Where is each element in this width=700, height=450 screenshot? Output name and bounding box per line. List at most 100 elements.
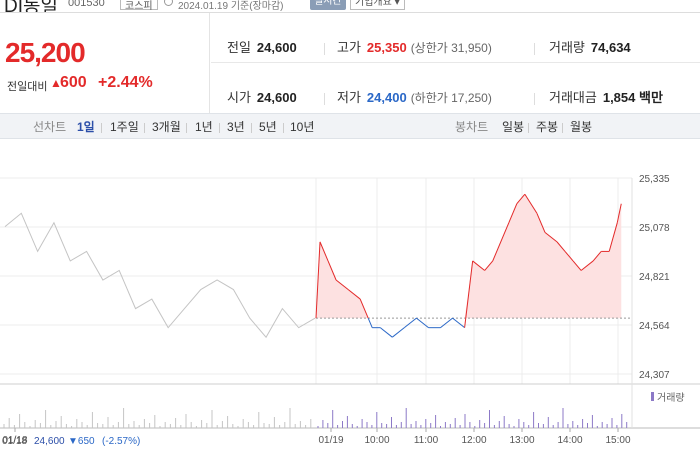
line-chart-label: 선차트 [33,120,67,134]
company-info-dropdown[interactable]: 기업개요 ▾ [350,0,405,10]
divider [534,93,535,105]
candle-weekly-tab[interactable]: 주봉 [536,120,559,134]
price-segment [580,260,594,271]
low-label: 저가 [337,90,361,105]
divider [101,123,102,133]
price-segment [359,298,369,319]
stock-header: DI동일 001530 코스피 2024.01.19 기준(장마감) 실시간 기… [0,0,700,12]
price-segment [319,241,329,262]
price-segment [524,193,538,214]
y-axis: 25,335 25,078 24,821 24,564 24,307 [639,174,670,381]
y-tick-label: 25,335 [639,174,670,185]
prev-close-stat: 전일 24,600 [227,37,297,56]
price-segment [516,193,526,205]
price-segment [335,279,349,290]
volume-legend: 거래량 [657,392,685,404]
price-segment [416,317,429,329]
x-tick-label: 10:00 [364,435,389,446]
price-segment [440,317,453,329]
volume-bars [3,408,628,428]
divider [219,123,220,133]
open-value: 24,600 [256,90,297,105]
x-tick-label: 14:00 [557,435,582,446]
price-segment [592,251,602,262]
period-3y-tab[interactable]: 3년 [227,120,245,134]
period-1w-tab[interactable]: 1주일 [110,120,139,134]
price-segment [492,222,510,262]
price-change: 600 [60,74,87,91]
x-axis: 01/18 01/19 10:00 11:00 12:00 13:00 14:00 15:00 [2,428,631,446]
prev-day-change: ▼650 [68,436,95,447]
price-segment [367,317,373,328]
y-tick-label: 24,821 [639,272,670,283]
price-segment [608,222,618,252]
low-value: 24,400 [366,90,407,105]
x-tick-label: 01/18 [2,435,27,446]
volume-value: 74,634 [590,40,631,55]
x-tick-label: 13:00 [509,435,534,446]
candle-chart-label: 봉차트 [455,120,489,134]
stock-code: 001530 [68,0,105,9]
market-badge: 코스피 [120,0,158,12]
upper-limit: (상한가 31,950) [410,41,492,55]
period-10y-tab[interactable]: 10년 [290,120,315,134]
divider [144,123,145,133]
price-segment [404,317,417,329]
price-segment [572,260,582,271]
price-segment [452,317,465,329]
price-segment [536,213,546,233]
series-prev-day-line [4,212,316,339]
price-segment [472,260,486,271]
y-tick-label: 24,564 [639,321,670,332]
price-segment [556,241,566,252]
x-tick-label: 01/19 [318,435,343,446]
price-segment [327,260,337,281]
realtime-button[interactable]: 실시간 [310,0,346,10]
high-stat: 고가 25,350 (상한가 31,950) [337,37,492,56]
price-segment [544,231,558,243]
price-segment [484,260,494,271]
divider [324,93,325,105]
period-1d-tab[interactable]: 1일 [77,120,95,134]
open-label: 시가 [227,90,251,105]
volume-stat: 거래량 74,634 [549,37,631,56]
up-area-fill [316,194,622,319]
change-label: 전일대비 [7,81,48,93]
x-tick-label: 12:00 [461,435,486,446]
period-3m-tab[interactable]: 3개월 [152,120,181,134]
high-label: 고가 [337,40,361,55]
prev-day-date: 01/18 [2,436,27,447]
x-tick-label: 11:00 [414,435,439,446]
change-rate: +2.44% [98,74,153,91]
candle-daily-tab[interactable]: 일봉 [502,120,525,134]
price-segment [347,289,361,300]
date-text: 2024.01.19 기준(장마감) [178,1,284,12]
price-segment [379,327,393,338]
period-5y-tab[interactable]: 5년 [259,120,277,134]
amount-label: 거래대금 [549,90,597,105]
y-tick-label: 24,307 [639,370,670,381]
prev-close-label: 전일 [227,40,251,55]
prev-day-rate: (-2.57%) [102,436,140,447]
price-chart[interactable]: 25,335 25,078 24,821 24,564 24,307 01/18 01/1… [0,140,700,450]
divider [534,43,535,55]
volume-legend-swatch [651,392,654,401]
period-1y-tab[interactable]: 1년 [195,120,213,134]
price-segment [508,203,518,223]
divider [0,12,700,13]
chart-toolbar: 선차트 1일 1주일 3개월 1년 3년 5년 10년 봉차트 일봉 주봉 월봉 [0,113,700,139]
prev-day-close: 24,600 [34,436,65,447]
amount-value: 1,854 백만 [602,90,663,105]
stock-name: DI동일 [4,0,58,12]
y-tick-label: 25,078 [639,223,670,234]
current-price-panel: 25,200 전일대비 ▲ 600 +2.44% [0,13,210,113]
stock-stats: 전일 24,600 고가 25,350 (상한가 31,950) 거래량 74,634 … [211,13,700,113]
prev-close-value: 24,600 [256,40,297,55]
divider [528,123,529,133]
price-segment [464,260,474,328]
divider [251,123,252,133]
price-segment [392,327,405,338]
volume-label: 거래량 [549,40,585,55]
up-triangle-icon: ▲ [50,76,62,90]
candle-monthly-tab[interactable]: 월봉 [570,120,593,134]
